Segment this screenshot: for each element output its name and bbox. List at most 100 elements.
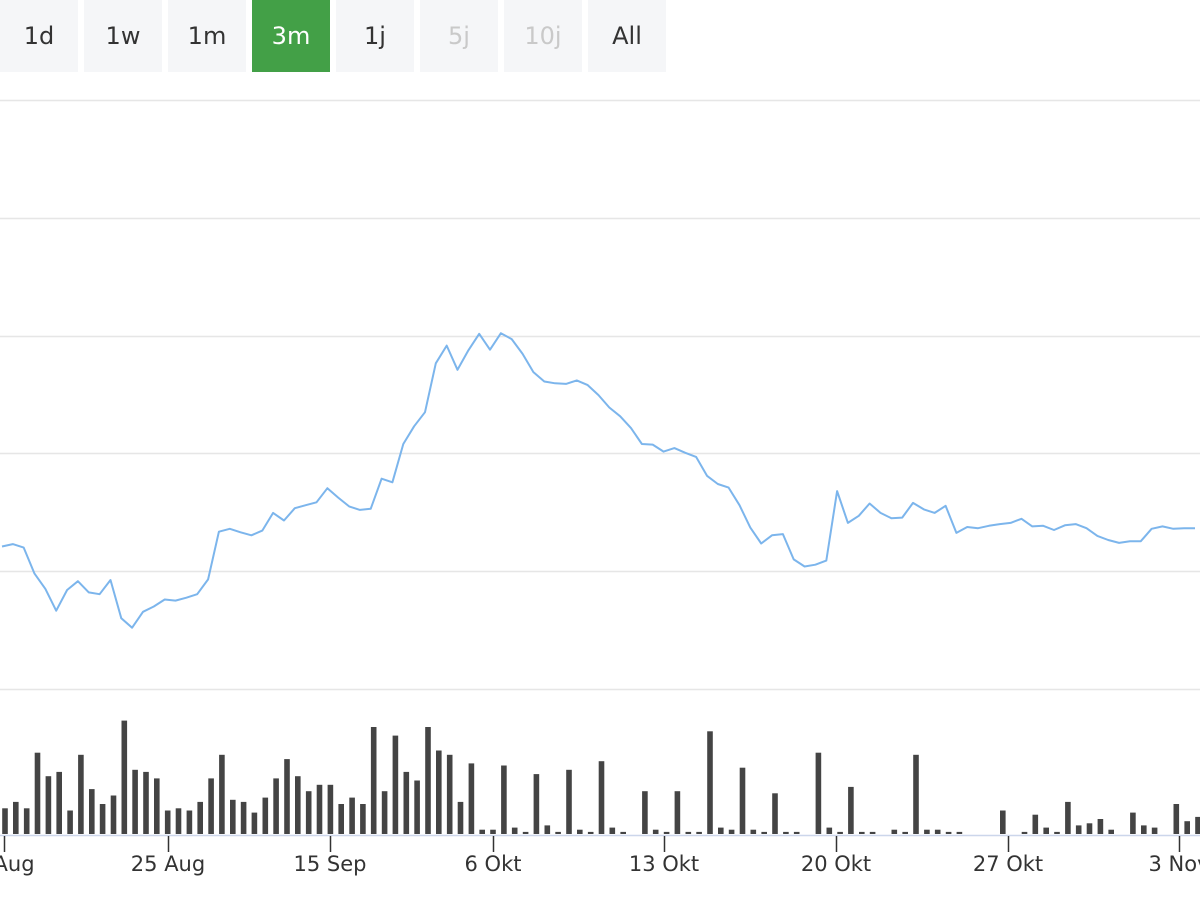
volume-bar: [186, 810, 193, 834]
volume-bar: [924, 829, 930, 834]
volume-bar: [479, 829, 485, 834]
volume-bar: [154, 778, 160, 834]
volume-bar: [1043, 827, 1049, 834]
volume-bar: [620, 831, 626, 834]
volume-bar: [262, 797, 269, 834]
volume-bar: [913, 754, 919, 834]
volume-bar: [956, 831, 963, 834]
volume-bar: [2, 808, 8, 834]
x-tick-label: 3 Nov: [1148, 852, 1200, 876]
range-button-1d[interactable]: 1d: [0, 0, 78, 72]
x-axis: 4 Aug 25 Aug 15 Sep 6 Okt 13 Okt 20 Okt 27 Okt…: [0, 834, 1200, 876]
volume-bar: [1032, 814, 1039, 834]
price-line-group: [1, 332, 1195, 629]
x-tick-label: 15 Sep: [294, 852, 367, 876]
volume-bar: [175, 808, 182, 834]
range-button-1j[interactable]: 1j: [336, 0, 414, 72]
range-button-10j: 10j: [504, 0, 582, 72]
volume-bar: [110, 795, 117, 834]
volume-bar: [859, 831, 865, 834]
volume-bar: [1151, 827, 1158, 834]
range-button-5j: 5j: [420, 0, 498, 72]
volume-bar: [381, 791, 388, 834]
volume-bar: [121, 720, 128, 834]
volume-bar: [696, 831, 702, 834]
volume-bar: [45, 776, 52, 834]
volume-bar: [13, 801, 19, 834]
volume-bar: [544, 825, 551, 834]
range-button-1w[interactable]: 1w: [84, 0, 162, 72]
volume-bar: [663, 831, 670, 834]
volume-bar: [1184, 821, 1190, 834]
volume-bar: [446, 754, 453, 834]
range-button-3m[interactable]: 3m: [252, 0, 330, 72]
x-tick-label: 4 Aug: [0, 852, 35, 876]
x-tick-label: 13 Okt: [629, 852, 699, 876]
volume-bar: [718, 827, 724, 834]
volume-bar: [522, 831, 529, 834]
volume-bar: [555, 831, 561, 834]
volume-bar: [783, 831, 789, 834]
volume-bar: [652, 829, 659, 834]
volume-bar: [707, 731, 713, 834]
volume-bars: [2, 720, 1200, 834]
volume-bar: [338, 804, 344, 834]
volume-bar: [934, 829, 941, 834]
volume-bar: [56, 771, 62, 834]
volume-bar: [685, 831, 692, 834]
volume-bar: [587, 831, 594, 834]
volume-bar: [78, 754, 84, 834]
volume-bar: [609, 827, 616, 834]
volume-bar: [674, 791, 681, 834]
volume-bar: [230, 799, 236, 834]
volume-bar: [1141, 825, 1147, 834]
volume-bar: [1000, 810, 1006, 834]
volume-bar: [533, 774, 540, 834]
range-button-1m[interactable]: 1m: [168, 0, 246, 72]
volume-bar: [370, 727, 377, 834]
volume-bar: [945, 831, 952, 834]
volume-bar: [240, 801, 247, 834]
volume-bar: [761, 831, 767, 834]
volume-bar: [468, 763, 475, 834]
volume-bar: [89, 789, 95, 834]
x-tick-label: 27 Okt: [973, 852, 1043, 876]
volume-bar: [273, 778, 279, 834]
volume-bar: [750, 829, 757, 834]
volume-bar: [349, 797, 355, 834]
volume-bar: [208, 778, 214, 834]
volume-bar: [1021, 831, 1028, 834]
volume-bar: [23, 808, 30, 834]
volume-bar: [425, 727, 431, 834]
volume-bar: [826, 827, 833, 834]
x-tick-label: 25 Aug: [131, 852, 205, 876]
volume-bar: [403, 771, 410, 834]
volume-bar: [848, 786, 854, 834]
volume-bar: [577, 829, 583, 834]
volume-bar: [143, 771, 149, 834]
volume-bar: [1130, 812, 1136, 834]
volume-bar: [197, 801, 203, 834]
volume-bar: [99, 804, 106, 834]
grid-lines: [0, 99, 1200, 691]
volume-bar: [457, 801, 464, 834]
volume-bar: [902, 831, 908, 834]
volume-bar: [891, 829, 898, 834]
volume-bar: [837, 831, 843, 834]
volume-bar: [164, 810, 171, 834]
volume-bar: [295, 776, 301, 834]
range-button-all[interactable]: All: [588, 0, 666, 72]
volume-bar: [34, 752, 41, 834]
volume-bar: [1086, 823, 1093, 834]
volume-bar: [316, 784, 323, 834]
volume-bar: [501, 765, 507, 834]
volume-bar: [1173, 804, 1180, 834]
volume-bar: [739, 767, 746, 834]
volume-bar: [132, 769, 138, 834]
volume-bar: [1054, 831, 1060, 834]
volume-bar: [566, 769, 572, 834]
volume-bar: [305, 791, 312, 834]
volume-bar: [251, 812, 258, 834]
x-tick-label: 6 Okt: [465, 852, 522, 876]
